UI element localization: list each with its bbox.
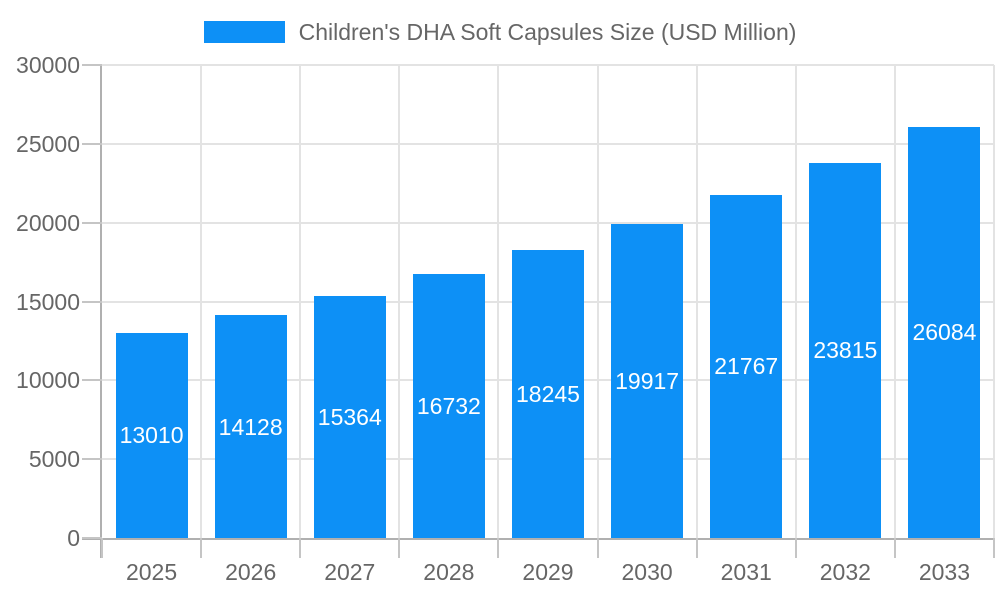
bar-value-label: 15364 <box>317 403 382 430</box>
bar-value-label: 16732 <box>416 393 481 420</box>
x-axis-line <box>82 538 994 540</box>
y-axis-line <box>100 65 102 558</box>
y-axis-tick-label: 25000 <box>16 130 80 157</box>
y-tick <box>82 64 102 66</box>
x-grid-line <box>695 65 698 538</box>
x-axis-category-label: 2030 <box>621 559 673 585</box>
x-tick <box>101 538 103 558</box>
x-tick <box>794 538 797 558</box>
x-tick <box>398 538 401 558</box>
bar-value-label: 14128 <box>218 413 283 440</box>
x-grid-line <box>993 65 995 538</box>
bar <box>115 332 188 538</box>
x-axis-category-label: 2031 <box>720 559 772 585</box>
bar-value-label: 18245 <box>516 381 580 408</box>
x-axis-category-label: 2028 <box>423 559 475 585</box>
bar <box>809 162 882 538</box>
x-axis-category-label: 2029 <box>522 559 574 585</box>
x-axis-category-label: 2033 <box>918 559 971 585</box>
bar <box>611 223 684 538</box>
bar <box>412 274 485 538</box>
y-tick <box>82 379 102 382</box>
y-axis-tick-label: 30000 <box>16 52 80 78</box>
bar <box>908 126 981 538</box>
x-grid-line <box>200 65 203 538</box>
x-grid-line <box>299 65 302 538</box>
y-axis-tick-label: 0 <box>67 525 80 551</box>
x-axis-category-label: 2032 <box>819 559 871 585</box>
x-axis-category-label: 2025 <box>125 559 178 585</box>
y-tick <box>82 458 102 461</box>
bar-value-label: 13010 <box>119 422 184 449</box>
y-grid-line <box>102 142 994 145</box>
bar-value-label: 26084 <box>912 319 977 346</box>
y-tick <box>82 300 102 303</box>
x-grid-line <box>893 65 896 538</box>
y-grid-line <box>102 64 994 66</box>
x-grid-line <box>596 65 599 538</box>
y-tick <box>82 221 102 224</box>
legend-swatch <box>203 21 285 43</box>
x-grid-line <box>794 65 797 538</box>
x-tick <box>993 538 995 558</box>
y-tick <box>82 537 102 539</box>
y-axis-tick-label: 20000 <box>16 209 80 236</box>
x-tick <box>497 538 500 558</box>
x-tick <box>893 538 896 558</box>
x-grid-line <box>497 65 500 538</box>
legend[interactable]: Children's DHA Soft Capsules Size (USD M… <box>0 14 1000 50</box>
x-tick <box>596 538 599 558</box>
bar-value-label: 19917 <box>615 367 680 394</box>
y-axis-tick-label: 15000 <box>16 288 80 315</box>
x-tick <box>695 538 698 558</box>
plot-area: 0 5000 10000 15000 20000 25000 30000 13010 2025 1… <box>16 52 995 585</box>
bar <box>214 315 287 538</box>
bar-value-label: 21767 <box>714 353 779 380</box>
x-axis-category-label: 2026 <box>225 559 277 585</box>
y-tick <box>82 142 102 145</box>
legend-label: Children's DHA Soft Capsules Size (USD M… <box>298 18 797 45</box>
y-grid-line <box>102 221 994 224</box>
bar <box>313 295 386 538</box>
x-grid-line <box>398 65 401 538</box>
x-axis-category-label: 2027 <box>324 559 376 585</box>
x-tick <box>200 538 203 558</box>
y-axis-tick-label: 10000 <box>16 367 80 394</box>
bar-value-label: 23815 <box>813 337 878 364</box>
x-tick <box>299 538 302 558</box>
bar <box>710 194 783 538</box>
bar <box>512 250 584 538</box>
y-axis-tick-label: 5000 <box>28 446 80 473</box>
